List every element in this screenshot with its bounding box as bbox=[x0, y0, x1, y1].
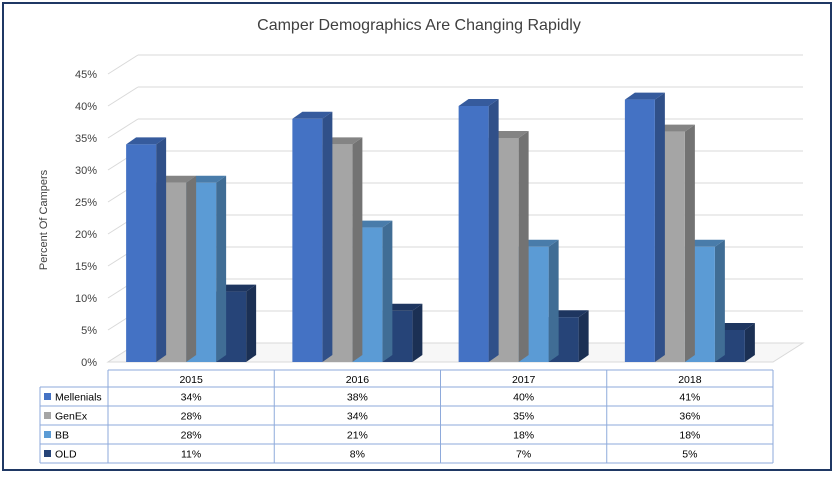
legend-swatch bbox=[44, 431, 51, 438]
y-tick-label: 30% bbox=[75, 165, 97, 177]
data-label: 41% bbox=[679, 392, 700, 404]
x-tick-label: 2017 bbox=[512, 374, 536, 386]
legend-entry: GenEx bbox=[55, 411, 88, 423]
y-tick-label: 40% bbox=[75, 101, 97, 113]
legend-swatch bbox=[44, 393, 51, 400]
y-axis-label: Percent Of Campers bbox=[38, 169, 50, 270]
data-label: 5% bbox=[682, 449, 697, 461]
legend-entry: OLD bbox=[55, 449, 77, 461]
y-tick-label: 15% bbox=[75, 261, 97, 273]
data-table: 2015 2016 2017 2018 Mellenials 34% 38% 40% 41% Ge… bbox=[39, 369, 774, 464]
data-label: 38% bbox=[347, 392, 368, 404]
x-tick-label: 2016 bbox=[346, 374, 370, 386]
bar-mellenials-2015 bbox=[126, 137, 167, 362]
data-label: 36% bbox=[679, 411, 700, 423]
bar-mellenials-2018 bbox=[624, 92, 665, 362]
y-tick-label: 0% bbox=[81, 357, 97, 369]
data-label: 34% bbox=[181, 392, 202, 404]
y-axis-ticks: 0% 5% 10% 15% 20% 25% 30% 35% 40% 45% bbox=[75, 69, 97, 369]
y-tick-label: 10% bbox=[75, 293, 97, 305]
y-tick-label: 5% bbox=[81, 325, 97, 337]
data-label: 7% bbox=[516, 449, 531, 461]
data-label: 8% bbox=[350, 449, 365, 461]
chart-title: Camper Demographics Are Changing Rapidly bbox=[257, 17, 581, 34]
data-label: 34% bbox=[347, 411, 368, 423]
data-label: 28% bbox=[181, 430, 202, 442]
data-label: 35% bbox=[513, 411, 534, 423]
bars bbox=[126, 92, 755, 362]
legend-swatch bbox=[44, 450, 51, 457]
legend-entry: Mellenials bbox=[55, 392, 102, 404]
bar-mellenials-2016 bbox=[292, 111, 333, 362]
x-tick-label: 2018 bbox=[678, 374, 702, 386]
y-tick-label: 35% bbox=[75, 133, 97, 145]
data-label: 21% bbox=[347, 430, 368, 442]
data-label: 18% bbox=[513, 430, 534, 442]
legend-entry: BB bbox=[55, 430, 69, 442]
data-label: 18% bbox=[679, 430, 700, 442]
y-tick-label: 20% bbox=[75, 229, 97, 241]
bar-mellenials-2017 bbox=[458, 99, 499, 362]
data-label: 28% bbox=[181, 411, 202, 423]
y-tick-label: 45% bbox=[75, 69, 97, 81]
data-label: 11% bbox=[181, 449, 201, 461]
legend-swatch bbox=[44, 412, 51, 419]
x-tick-label: 2015 bbox=[179, 374, 203, 386]
data-label: 40% bbox=[513, 392, 534, 404]
y-tick-label: 25% bbox=[75, 197, 97, 209]
